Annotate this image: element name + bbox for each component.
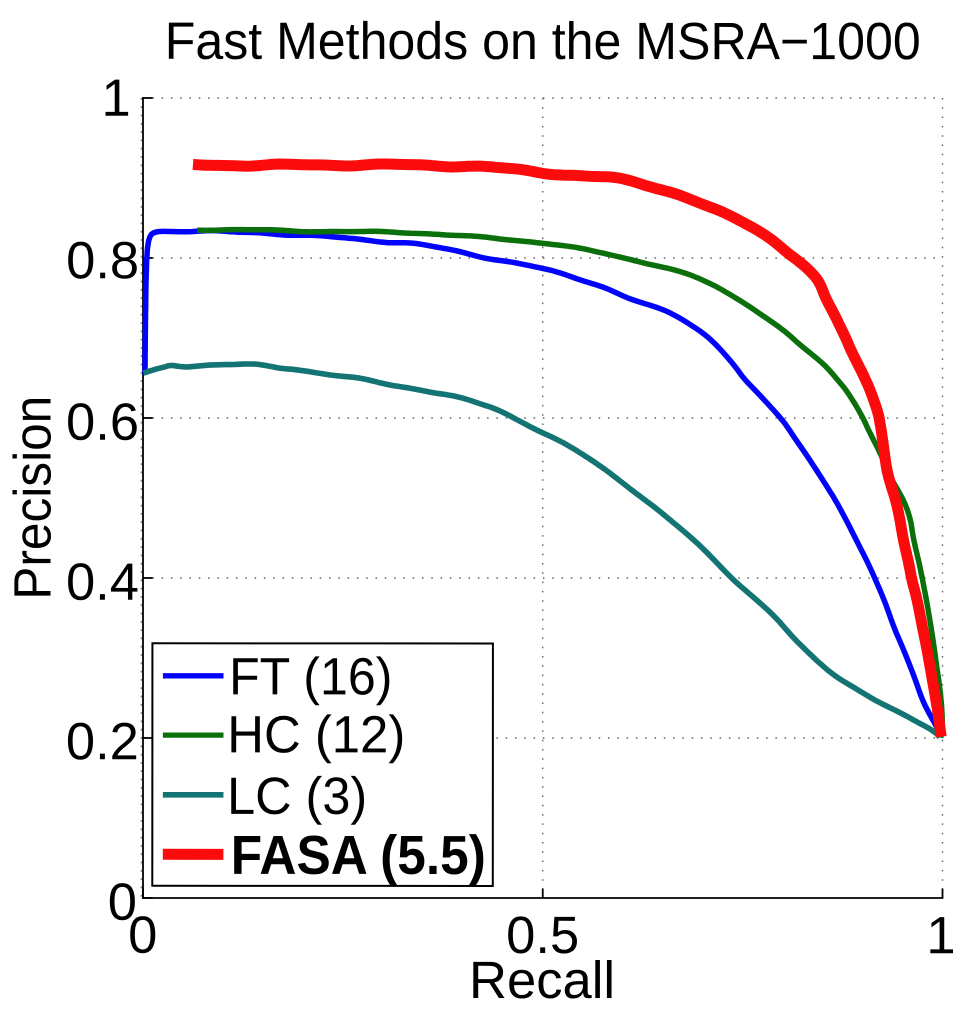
svg-text:FASA (5.5): FASA (5.5)	[231, 824, 486, 886]
svg-text:LC (3): LC (3)	[227, 767, 367, 826]
svg-text:0: 0	[128, 906, 157, 965]
svg-text:Precision: Precision	[3, 396, 62, 600]
svg-text:Recall: Recall	[469, 951, 615, 1010]
svg-text:0.2: 0.2	[66, 712, 139, 771]
svg-text:Fast Methods on the MSRA−1000: Fast Methods on the MSRA−1000	[165, 12, 921, 71]
svg-text:1: 1	[101, 69, 130, 128]
svg-text:0.6: 0.6	[66, 393, 139, 452]
svg-text:HC (12): HC (12)	[227, 705, 405, 764]
svg-text:0.8: 0.8	[66, 231, 139, 290]
svg-text:FT (16): FT (16)	[229, 647, 392, 706]
svg-text:0.4: 0.4	[66, 553, 139, 612]
svg-text:1: 1	[926, 906, 955, 965]
